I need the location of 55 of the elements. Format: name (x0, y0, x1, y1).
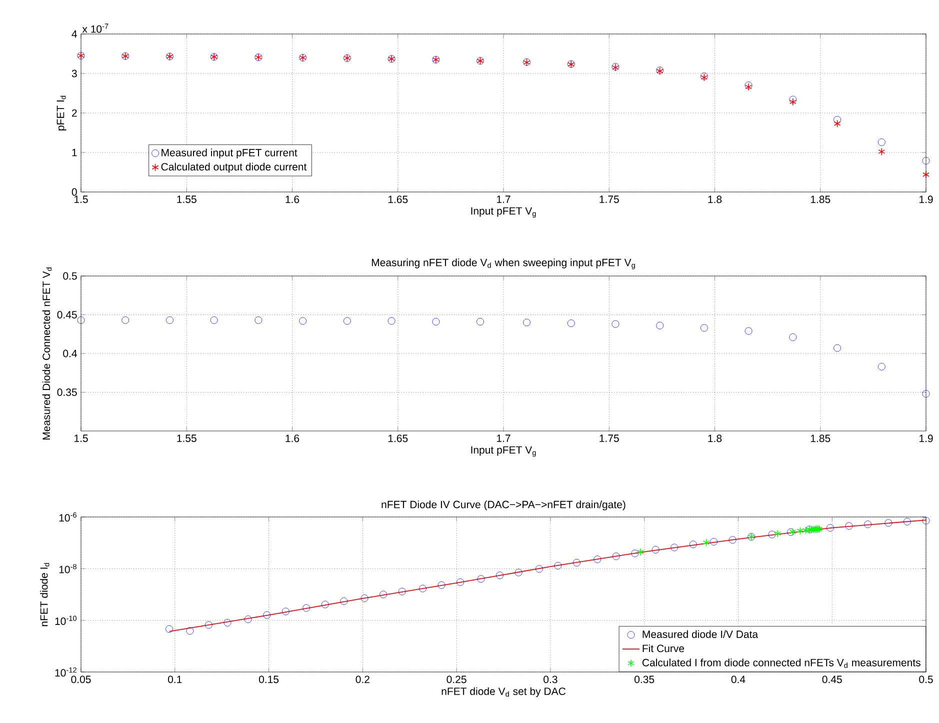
y-tick-label: 10$^{-12}$ (55, 667, 76, 677)
x-tick-label: 1.75 (600, 196, 619, 204)
x-tick-label: 1.85 (810, 196, 830, 204)
legend-label: Fit Curve (642, 644, 684, 652)
x-tick-label: 0.05 (71, 676, 91, 684)
x-tick-label: 0.45 (822, 676, 842, 684)
x-tick-label: 1.8 (708, 196, 722, 204)
y-tick-label: 1 (72, 148, 77, 156)
x-tick-label: 1.75 (600, 434, 619, 442)
y-tick-label: 0.4 (63, 350, 77, 358)
legend-label: Calculated I from diode connected nFETs V$_{d}$ measurements (642, 658, 920, 668)
x-tick-label: 1.6 (286, 434, 300, 442)
legend-label: Measured diode I/V Data (642, 630, 758, 638)
x-tick-label: 1.5 (74, 196, 88, 204)
chart-title: Measuring nFET diode V$_{d}$ when sweeping input pFET V$_{g}$ (372, 258, 635, 270)
legend-label: Measured input pFET current (162, 148, 298, 158)
x-tick-label: 1.8 (708, 434, 722, 442)
x-tick-label: 1.7 (497, 196, 510, 203)
x-axis-title: Input pFET V$_{g}$ (471, 207, 536, 218)
chart-title: nFET Diode IV Curve (DAC−>PA−>nFET drain/gate) (382, 500, 626, 510)
x-tick-label: 1.55 (177, 434, 196, 442)
x-tick-label: 1.65 (388, 434, 408, 442)
x-tick-label: 1.9 (920, 434, 933, 442)
text: x 10$^{-7}$ (82, 24, 108, 33)
y-tick-label: 2 (72, 109, 77, 117)
x-tick-label: 0.3 (544, 676, 558, 684)
x-tick-label: 0.2 (356, 676, 370, 684)
y-axis-title: Measured Diode Connected nFET V$_{d}$ (42, 268, 52, 440)
x-tick-label: 0.25 (446, 676, 466, 684)
x-tick-label: 1.65 (388, 196, 408, 204)
y-tick-label: 10$^{-10}$ (55, 616, 77, 625)
y-tick-label: 0.5 (63, 272, 77, 280)
x-axis-title: nFET diode V$_{d}$ set by DAC (442, 687, 566, 698)
x-tick-label: 1.6 (286, 196, 300, 204)
x-tick-label: 0.4 (731, 676, 746, 684)
x-tick-label: 1.5 (74, 434, 88, 442)
x-tick-label: 1.85 (810, 434, 830, 442)
y-axis-title: pFET I$_{d}$ (56, 96, 66, 130)
x-axis-title: Input pFET V$_{g}$ (471, 446, 536, 457)
y-tick-label: 10$^{-8}$ (59, 564, 76, 574)
x-tick-label: 0.15 (258, 676, 279, 684)
y-tick-label: 10$^{-6}$ (59, 512, 76, 522)
y-tick-label: 3 (72, 70, 77, 78)
y-axis-title: nFET diode I$_{d}$ (40, 563, 50, 626)
x-tick-label: 1.9 (920, 196, 933, 204)
legend-label: Calculated output diode current (161, 162, 307, 173)
y-tick-label: 0 (72, 188, 77, 196)
y-tick-label: 0.45 (57, 311, 77, 318)
x-tick-label: 0.1 (168, 676, 182, 684)
x-tick-label: 1.55 (177, 196, 196, 204)
y-tick-label: 4 (72, 30, 77, 38)
x-tick-label: 1.7 (497, 434, 510, 442)
y-tick-label: 0.35 (57, 388, 77, 396)
x-tick-label: 0.5 (919, 676, 933, 684)
x-tick-label: 0.35 (634, 676, 654, 684)
